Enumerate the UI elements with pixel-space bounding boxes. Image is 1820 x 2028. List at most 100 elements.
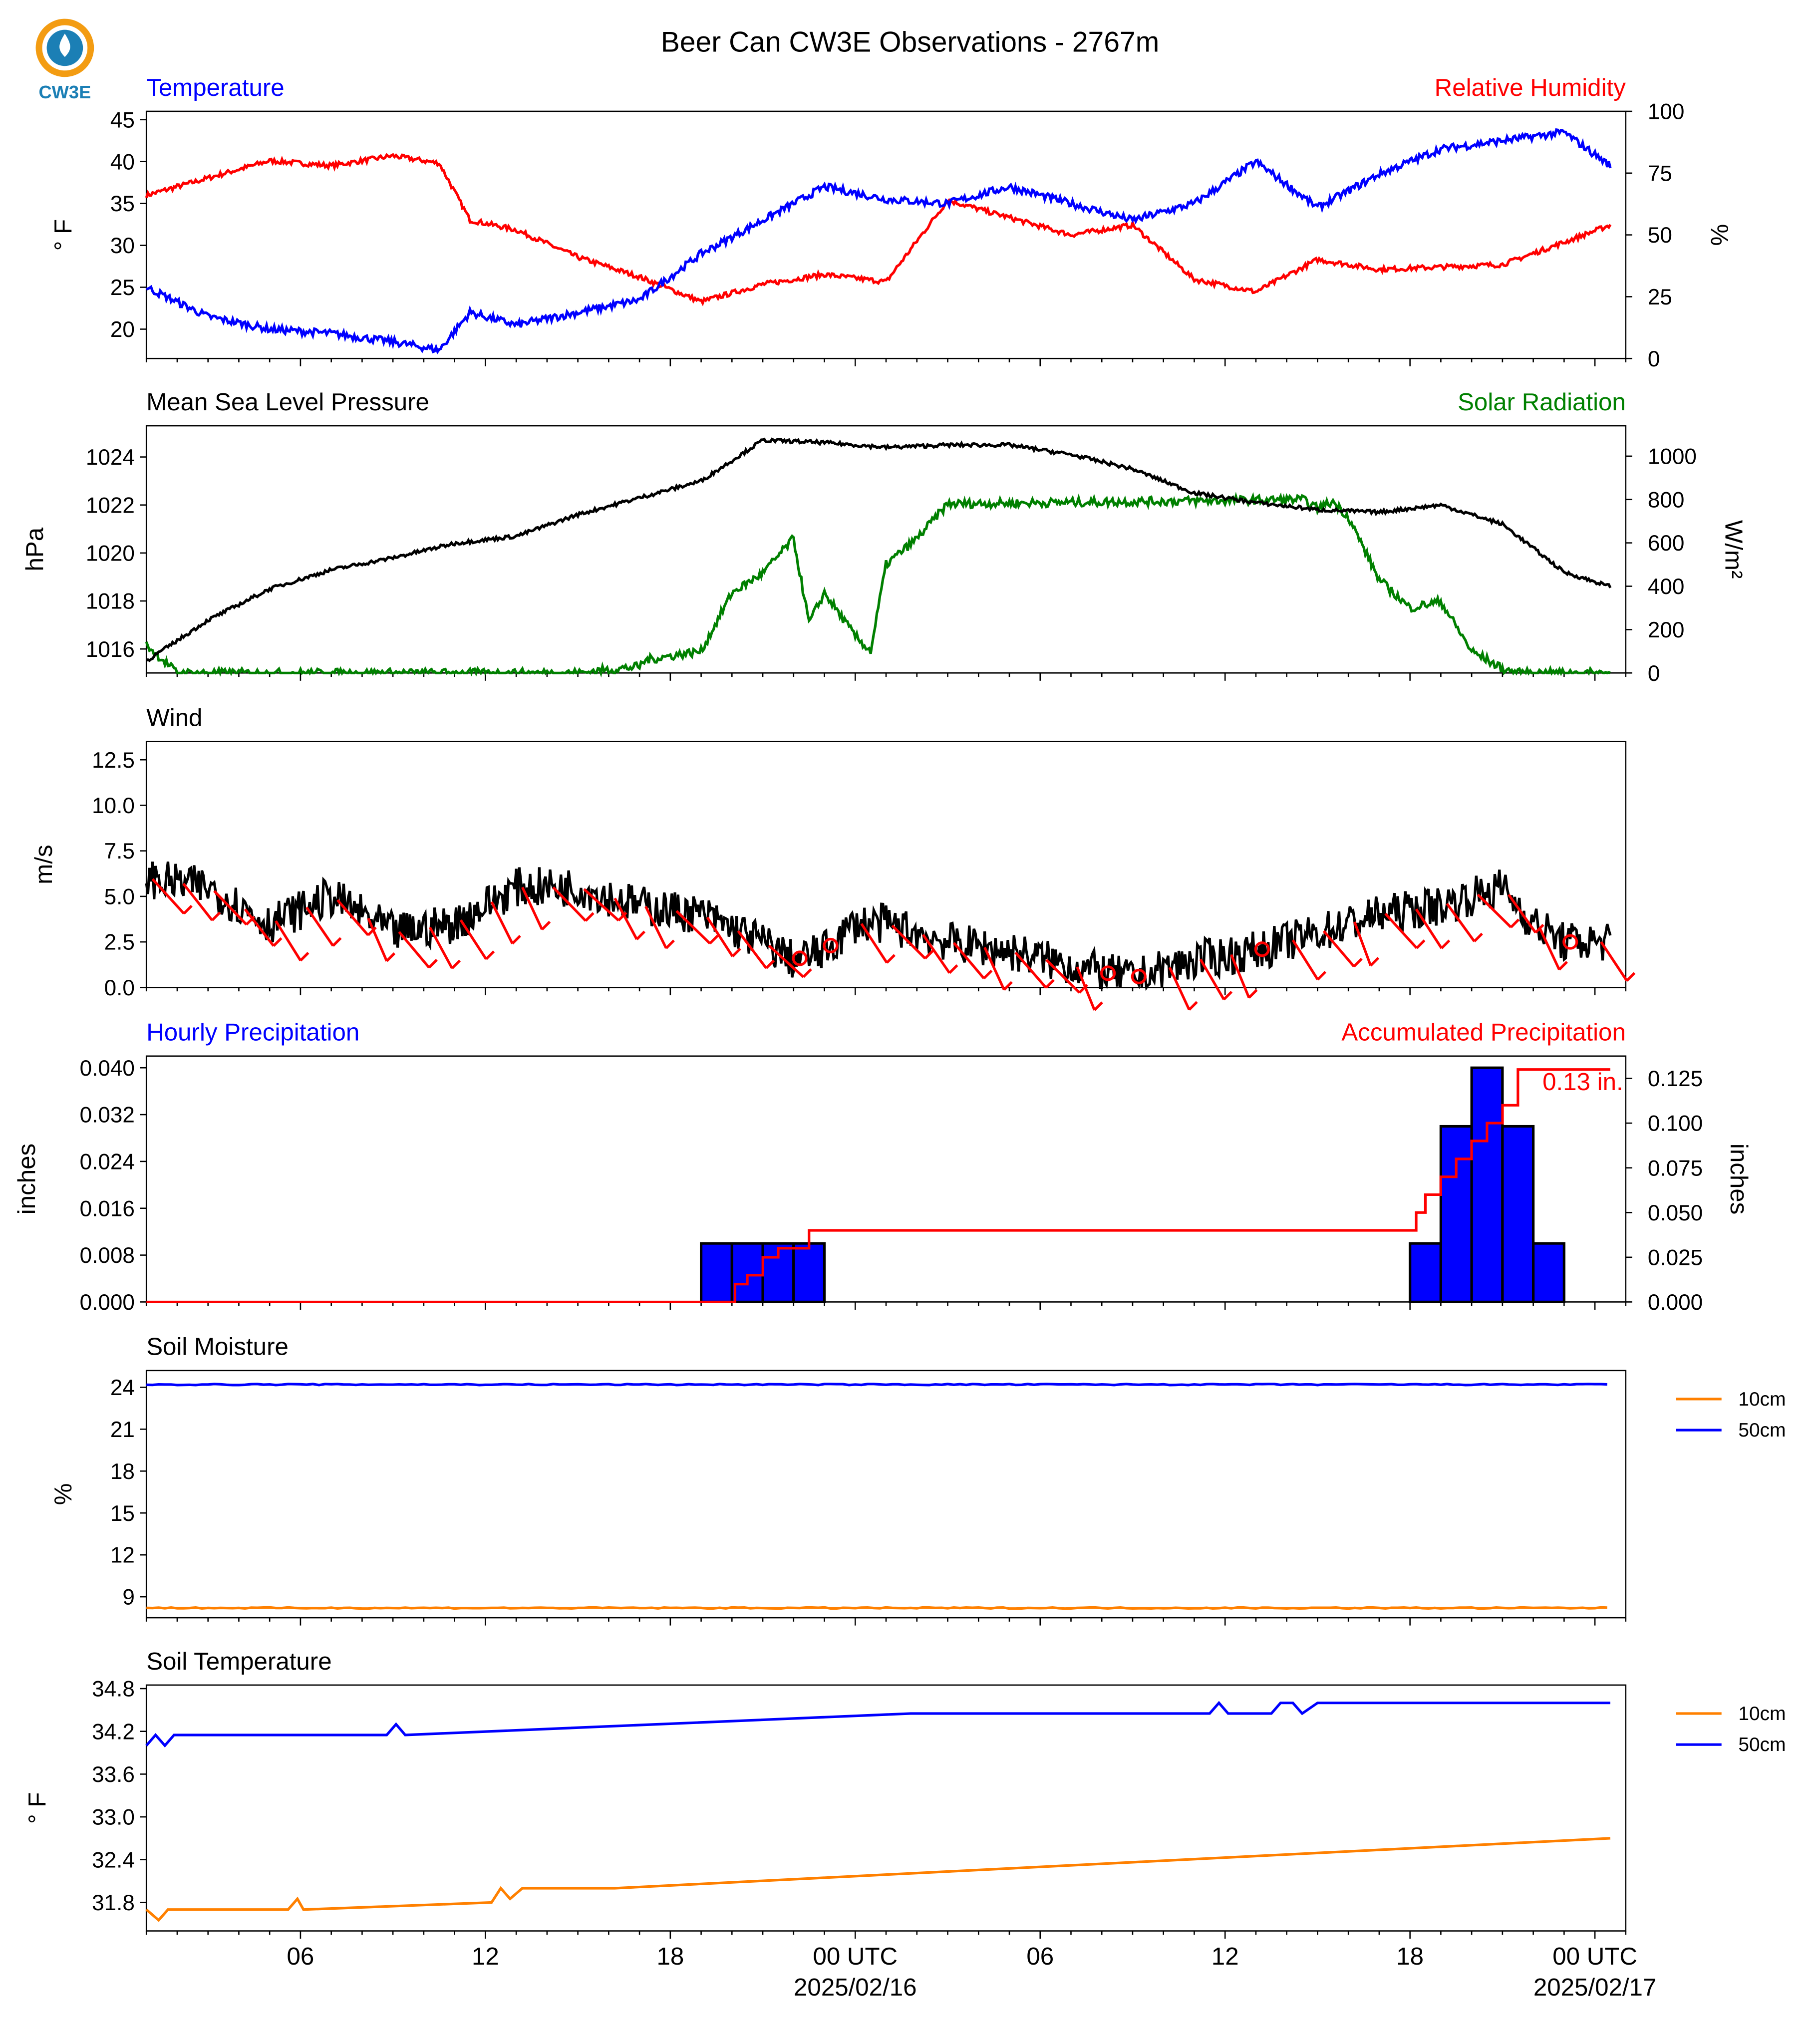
- y-right-tick-label: 0.075: [1648, 1156, 1703, 1180]
- wind-barb: [398, 931, 438, 969]
- y-right-axis-label: W/m²: [1720, 520, 1747, 579]
- wind-barb: [1076, 966, 1103, 1011]
- wind-barb: [983, 946, 1013, 991]
- y-tick-label: 0.040: [80, 1056, 135, 1081]
- y-tick-label: 34.8: [92, 1677, 135, 1702]
- hourly-precip-bar: [1409, 1242, 1442, 1304]
- panel-left-title: Mean Sea Level Pressure: [146, 388, 429, 416]
- hourly-precip-bar: [1532, 1242, 1565, 1304]
- y-tick-label: 1022: [86, 493, 135, 518]
- y-right-tick-label: 0.000: [1648, 1290, 1703, 1315]
- wind-barb: [305, 906, 342, 947]
- wind-calm-circle: [792, 950, 808, 966]
- wind-barb: [860, 923, 896, 964]
- y-tick-label: 0.032: [80, 1103, 135, 1128]
- hourly-precip-bar: [1439, 1125, 1473, 1304]
- y-tick-label: 0.024: [80, 1150, 135, 1174]
- wind-barb: [244, 908, 283, 947]
- y-right-tick-label: 0: [1648, 347, 1660, 371]
- y-tick-label: 1016: [86, 637, 135, 662]
- x-date-label: 2025/02/17: [1533, 1974, 1657, 2001]
- panel-left-title: Soil Moisture: [146, 1333, 289, 1361]
- wind-calm-circle: [1562, 934, 1578, 950]
- panel-pressure-solar: 1016 1018 1020 1022 1024 0 200 400 600 800 1000 hPa…: [21, 388, 1748, 686]
- wind-barb: [768, 944, 812, 978]
- y-tick-label: 0.000: [80, 1290, 135, 1315]
- wind-barb: [1538, 926, 1568, 971]
- wind-barb: [706, 916, 741, 957]
- panel-left-title: Temperature: [146, 74, 284, 101]
- wind-barb: [1353, 921, 1380, 967]
- panel-left-title: Wind: [146, 704, 202, 732]
- wind-barb: [459, 919, 495, 960]
- y-tick-label: 0.016: [80, 1196, 135, 1221]
- logo-ring: [35, 18, 94, 77]
- wind-barb: [151, 878, 193, 915]
- series-soil-temp-50cm: [145, 1701, 1610, 1748]
- y-tick-label: 35: [110, 192, 135, 216]
- legend-label-10cm: 10cm: [1738, 1703, 1786, 1725]
- y-tick-label: 2.5: [104, 930, 135, 955]
- wind-barb: [1199, 958, 1233, 1001]
- series-pressure: [146, 437, 1612, 662]
- droplet-icon: [59, 33, 70, 57]
- y-tick-label: 5.0: [104, 884, 135, 909]
- y-tick-label: 1024: [86, 445, 135, 470]
- logo-text: CW3E: [38, 82, 91, 102]
- y-tick-label: 0.0: [104, 976, 135, 1000]
- panel-right-title: Accumulated Precipitation: [1341, 1019, 1625, 1046]
- y-right-axis-label: %: [1706, 224, 1733, 246]
- panel-soil-moisture: 9 12 15 18 21 24% Soil Moisture 10cm 50cm: [49, 1333, 1786, 1626]
- hourly-precip-bar: [792, 1242, 826, 1304]
- series-solar-radiation: [145, 492, 1611, 678]
- wind-barb: [1477, 893, 1520, 928]
- y-tick-label: 20: [110, 317, 135, 342]
- y-tick-label: 10.0: [92, 794, 135, 818]
- y-tick-label: 30: [110, 234, 135, 258]
- y-right-tick-label: 0.125: [1648, 1067, 1703, 1091]
- panel-temperature-humidity: 20 25 30 35 40 45 0 25 50 75 100 ° F % Temperature Rel…: [49, 74, 1733, 371]
- y-tick-label: 9: [122, 1585, 135, 1610]
- y-right-tick-label: 0: [1648, 661, 1660, 686]
- wind-barb: [891, 924, 934, 960]
- y-right-tick-label: 200: [1648, 618, 1685, 642]
- hourly-precip-bar: [730, 1242, 764, 1304]
- y-tick-label: 34.2: [92, 1720, 135, 1744]
- wind-barb: [737, 930, 775, 969]
- wind-barb: [583, 888, 627, 921]
- wind-barb: [1014, 951, 1055, 989]
- panel-wind: 0.0 2.5 5.0 7.5 10.0 12.5 m/s Wind: [30, 704, 1636, 1011]
- y-tick-label: 7.5: [104, 839, 135, 864]
- series-soil-temp-10cm: [145, 1837, 1611, 1922]
- wind-barb: [1322, 930, 1363, 968]
- cw3e-logo: CW3E: [35, 18, 94, 102]
- y-right-tick-label: 50: [1648, 223, 1672, 248]
- x-tick-label: 06: [1026, 1943, 1054, 1970]
- y-tick-label: 25: [110, 276, 135, 300]
- y-tick-label: 12.5: [92, 748, 135, 773]
- y-tick-label: 33.0: [92, 1805, 135, 1830]
- panel-precipitation: 0.000 0.008 0.016 0.024 0.032 0.040 0.000 0.025…: [13, 1019, 1753, 1315]
- y-right-tick-label: 1000: [1648, 444, 1697, 469]
- y-tick-label: 45: [110, 108, 135, 132]
- y-tick-label: 21: [110, 1418, 135, 1442]
- y-right-tick-label: 75: [1648, 161, 1672, 186]
- legend-label-50cm: 50cm: [1738, 1420, 1786, 1441]
- panel-right-title: Solar Radiation: [1458, 388, 1626, 416]
- wind-barb: [952, 942, 993, 980]
- series-relative-humidity: [145, 153, 1612, 306]
- series-soil-moisture-50cm: [146, 1383, 1607, 1387]
- wind-barb: [275, 920, 309, 962]
- y-axis-label: inches: [13, 1144, 40, 1214]
- wind-barb: [1168, 967, 1198, 1011]
- accum-total-annotation: 0.13 in.: [1542, 1068, 1623, 1096]
- wind-barb: [182, 882, 221, 921]
- hourly-precip-bar: [1501, 1125, 1535, 1304]
- y-tick-label: 40: [110, 150, 135, 174]
- wind-barb: [428, 926, 461, 969]
- wind-barb: [367, 917, 396, 962]
- wind-barb: [921, 934, 958, 974]
- y-right-tick-label: 25: [1648, 285, 1672, 309]
- panel-soil-temperature: 31.8 32.4 33.0 33.6 34.2 34.8 ° F Soil Temperat…: [23, 1648, 1786, 2001]
